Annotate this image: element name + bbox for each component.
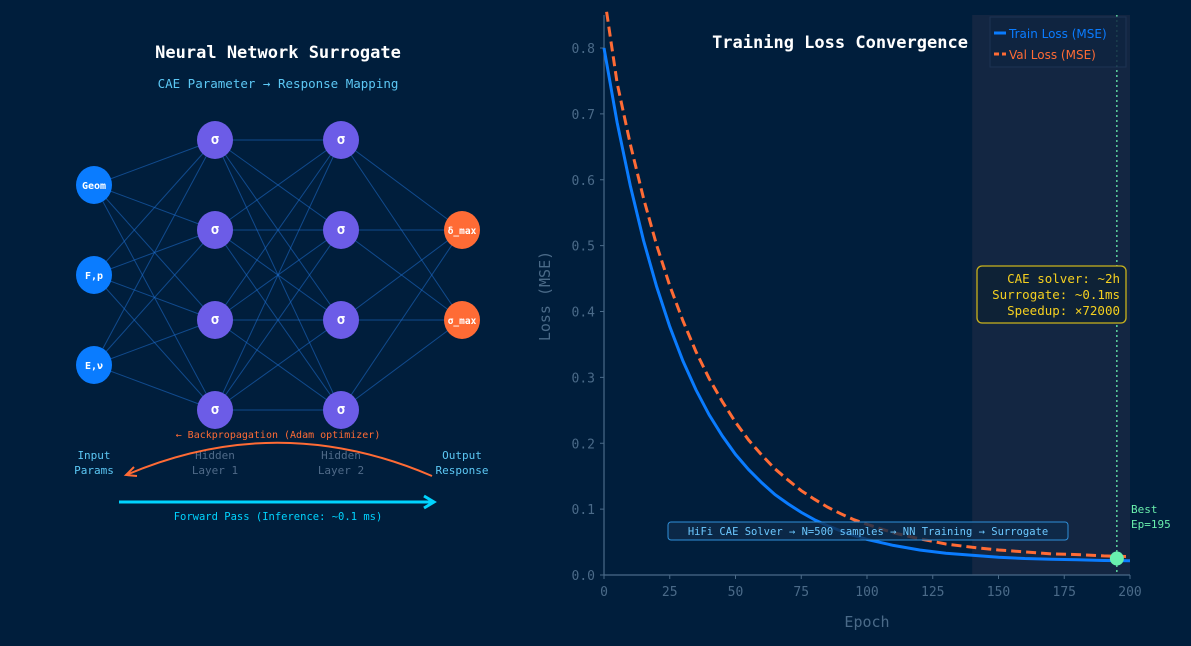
best-label-1: Best: [1131, 503, 1158, 516]
y-tick-label: 0.5: [572, 240, 595, 255]
x-tick-label: 200: [1118, 585, 1141, 600]
axes: 0 25 50 75 100 125 150 175 200 0.0 0.1 0.2 0.3 0.4 0.5…: [572, 15, 1142, 600]
layer-label: Params: [74, 464, 114, 477]
layer-label: Hidden: [321, 449, 361, 462]
annotation-line: CAE solver: ~2h: [1007, 271, 1120, 286]
x-tick-label: 75: [793, 585, 809, 600]
neuron-label: σ: [211, 402, 219, 418]
x-tick-label: 100: [855, 585, 878, 600]
val-loss-line: [605, 11, 1131, 559]
chart-title: Training Loss Convergence: [712, 33, 968, 53]
connection-edge: [93, 319, 216, 366]
connection-edge: [93, 139, 216, 276]
backprop-label: ← Backpropagation (Adam optimizer): [176, 430, 381, 441]
nn-diagram: Neural Network Surrogate CAE Parameter →…: [74, 43, 488, 523]
x-tick-label: 125: [921, 585, 944, 600]
neuron-label: σ: [337, 132, 345, 148]
connection-edge: [93, 229, 216, 366]
hidden-neuron: σ: [323, 211, 359, 249]
connection-edge: [93, 139, 216, 366]
x-tick-label: 175: [1053, 585, 1076, 600]
x-tick-label: 150: [987, 585, 1010, 600]
backprop-arrow: [125, 441, 433, 477]
x-axis-label: Epoch: [844, 613, 889, 631]
y-tick-label: 0.6: [572, 174, 595, 189]
neuron-label: σ_max: [448, 316, 477, 327]
layer-label: Layer 1: [192, 464, 238, 477]
connection-edge: [214, 229, 342, 411]
y-axis-label: Loss (MSE): [536, 251, 554, 341]
connection-edge: [93, 139, 216, 186]
forward-arrowhead: [423, 494, 437, 510]
forward-label: Forward Pass (Inference: ~0.1 ms): [174, 511, 383, 523]
output-neuron: σ_max: [444, 301, 480, 339]
hidden-neuron: σ: [197, 121, 233, 159]
layer-label: Response: [436, 464, 489, 477]
annotation-box: CAE solver: ~2h Surrogate: ~0.1ms Speedu…: [976, 265, 1127, 324]
hidden-neuron: σ: [197, 391, 233, 429]
y-tick-label: 0.8: [572, 42, 595, 57]
y-tick-label: 0.1: [572, 503, 595, 518]
y-tick-label: 0.4: [572, 306, 596, 321]
y-tick-label: 0.3: [572, 371, 595, 386]
hidden-neuron: σ: [323, 391, 359, 429]
neuron-label: Geom: [82, 181, 106, 192]
connection-edge: [93, 364, 216, 411]
neuron-label: σ: [211, 312, 219, 328]
loss-chart: 0 25 50 75 100 125 150 175 200 0.0 0.1 0.2 0.3 0.4 0.5…: [536, 11, 1171, 631]
layer-labels: Input Params Hidden Layer 1 Hidden Layer 2 Out…: [74, 449, 488, 477]
diagram-title: Neural Network Surrogate: [155, 43, 401, 63]
connection-edge: [340, 229, 463, 411]
hidden-neuron: σ: [197, 211, 233, 249]
neuron-label: F,p: [85, 271, 103, 282]
neuron-label: σ: [337, 402, 345, 418]
connection-edge: [214, 139, 342, 321]
train-loss-line: [602, 47, 1131, 563]
input-neuron: F,p: [76, 256, 112, 294]
layer-label: Output: [442, 449, 482, 462]
y-tick-label: 0.2: [572, 437, 595, 452]
backprop-arrowhead: [123, 466, 138, 477]
input-neuron: Geom: [76, 166, 112, 204]
x-tick-label: 25: [662, 585, 678, 600]
hidden-neuron: σ: [197, 301, 233, 339]
neurons: Geom F,p E,ν σ σ σ σ σ σ σ σ δ_max σ_max: [76, 121, 480, 429]
x-tick-label: 50: [728, 585, 744, 600]
connection-edge: [214, 139, 342, 231]
y-tick-label: 0.0: [572, 569, 595, 584]
layer-label: Input: [77, 449, 110, 462]
hidden-neuron: σ: [323, 301, 359, 339]
input-neuron: E,ν: [76, 346, 112, 384]
neuron-label: δ_max: [448, 226, 477, 237]
connection-edge: [214, 139, 342, 411]
connection-edge: [340, 229, 463, 321]
neuron-label: σ: [337, 222, 345, 238]
neuron-label: σ: [211, 132, 219, 148]
neuron-label: E,ν: [85, 361, 103, 372]
connection-edge: [214, 319, 342, 411]
layer-label: Layer 2: [318, 464, 364, 477]
layer-label: Hidden: [195, 449, 235, 462]
connections: [93, 139, 463, 411]
annotation-line: Surrogate: ~0.1ms: [992, 287, 1120, 302]
best-marker: [1109, 551, 1124, 566]
annotation-line: Speedup: ×72000: [1007, 303, 1120, 318]
output-neuron: δ_max: [444, 211, 480, 249]
pipeline-label: HiFi CAE Solver → N=500 samples → NN Tra…: [688, 526, 1048, 538]
legend-val-label: Val Loss (MSE): [1009, 48, 1096, 62]
hidden-neuron: σ: [323, 121, 359, 159]
neuron-label: σ: [337, 312, 345, 328]
neuron-label: σ: [211, 222, 219, 238]
diagram-subtitle: CAE Parameter → Response Mapping: [158, 76, 399, 91]
best-label-2: Ep=195: [1131, 518, 1171, 531]
connection-edge: [340, 319, 463, 411]
legend-train-label: Train Loss (MSE): [1008, 27, 1107, 41]
pipeline-box: HiFi CAE Solver → N=500 samples → NN Tra…: [667, 521, 1069, 541]
y-tick-label: 0.7: [572, 108, 595, 123]
connection-edge: [340, 139, 463, 231]
x-tick-label: 0: [600, 585, 608, 600]
legend: Train Loss (MSE) Val Loss (MSE): [989, 16, 1127, 68]
